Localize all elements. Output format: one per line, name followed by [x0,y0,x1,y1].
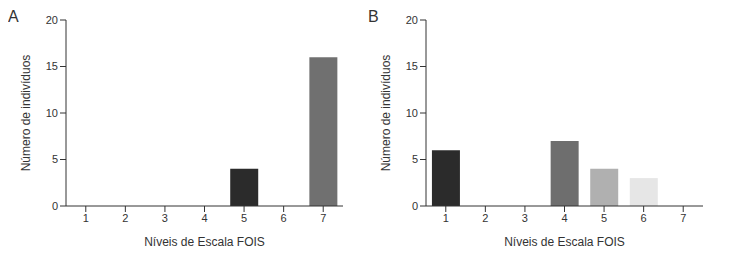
svg-text:1: 1 [83,212,89,224]
svg-text:15: 15 [406,60,418,72]
svg-text:5: 5 [412,153,418,165]
svg-text:5: 5 [241,212,247,224]
svg-text:6: 6 [281,212,287,224]
svg-text:3: 3 [522,212,528,224]
svg-text:4: 4 [561,212,567,224]
svg-text:Níveis de Escala FOIS: Níveis de Escala FOIS [504,235,625,249]
html-text:B: B [368,8,379,25]
svg-text:15: 15 [46,60,58,72]
svg-text:5: 5 [601,212,607,224]
svg-text:2: 2 [482,212,488,224]
svg-text:20: 20 [406,14,418,26]
svg-text:0: 0 [412,200,418,212]
html-text:A: A [8,8,19,25]
svg-text:10: 10 [406,107,418,119]
svg-text:1: 1 [443,212,449,224]
svg-text:2: 2 [122,212,128,224]
svg-text:7: 7 [320,212,326,224]
svg-text:6: 6 [641,212,647,224]
svg-text:4: 4 [201,212,207,224]
svg-text:Número de indivíduos: Número de indivíduos [379,55,393,172]
svg-text:0: 0 [52,200,58,212]
svg-text:10: 10 [46,107,58,119]
svg-text:3: 3 [162,212,168,224]
svg-text:7: 7 [680,212,686,224]
svg-text:5: 5 [52,153,58,165]
svg-text:Número de indivíduos: Número de indivíduos [19,55,33,172]
svg-text:Níveis de Escala FOIS: Níveis de Escala FOIS [144,235,265,249]
svg-text:20: 20 [46,14,58,26]
